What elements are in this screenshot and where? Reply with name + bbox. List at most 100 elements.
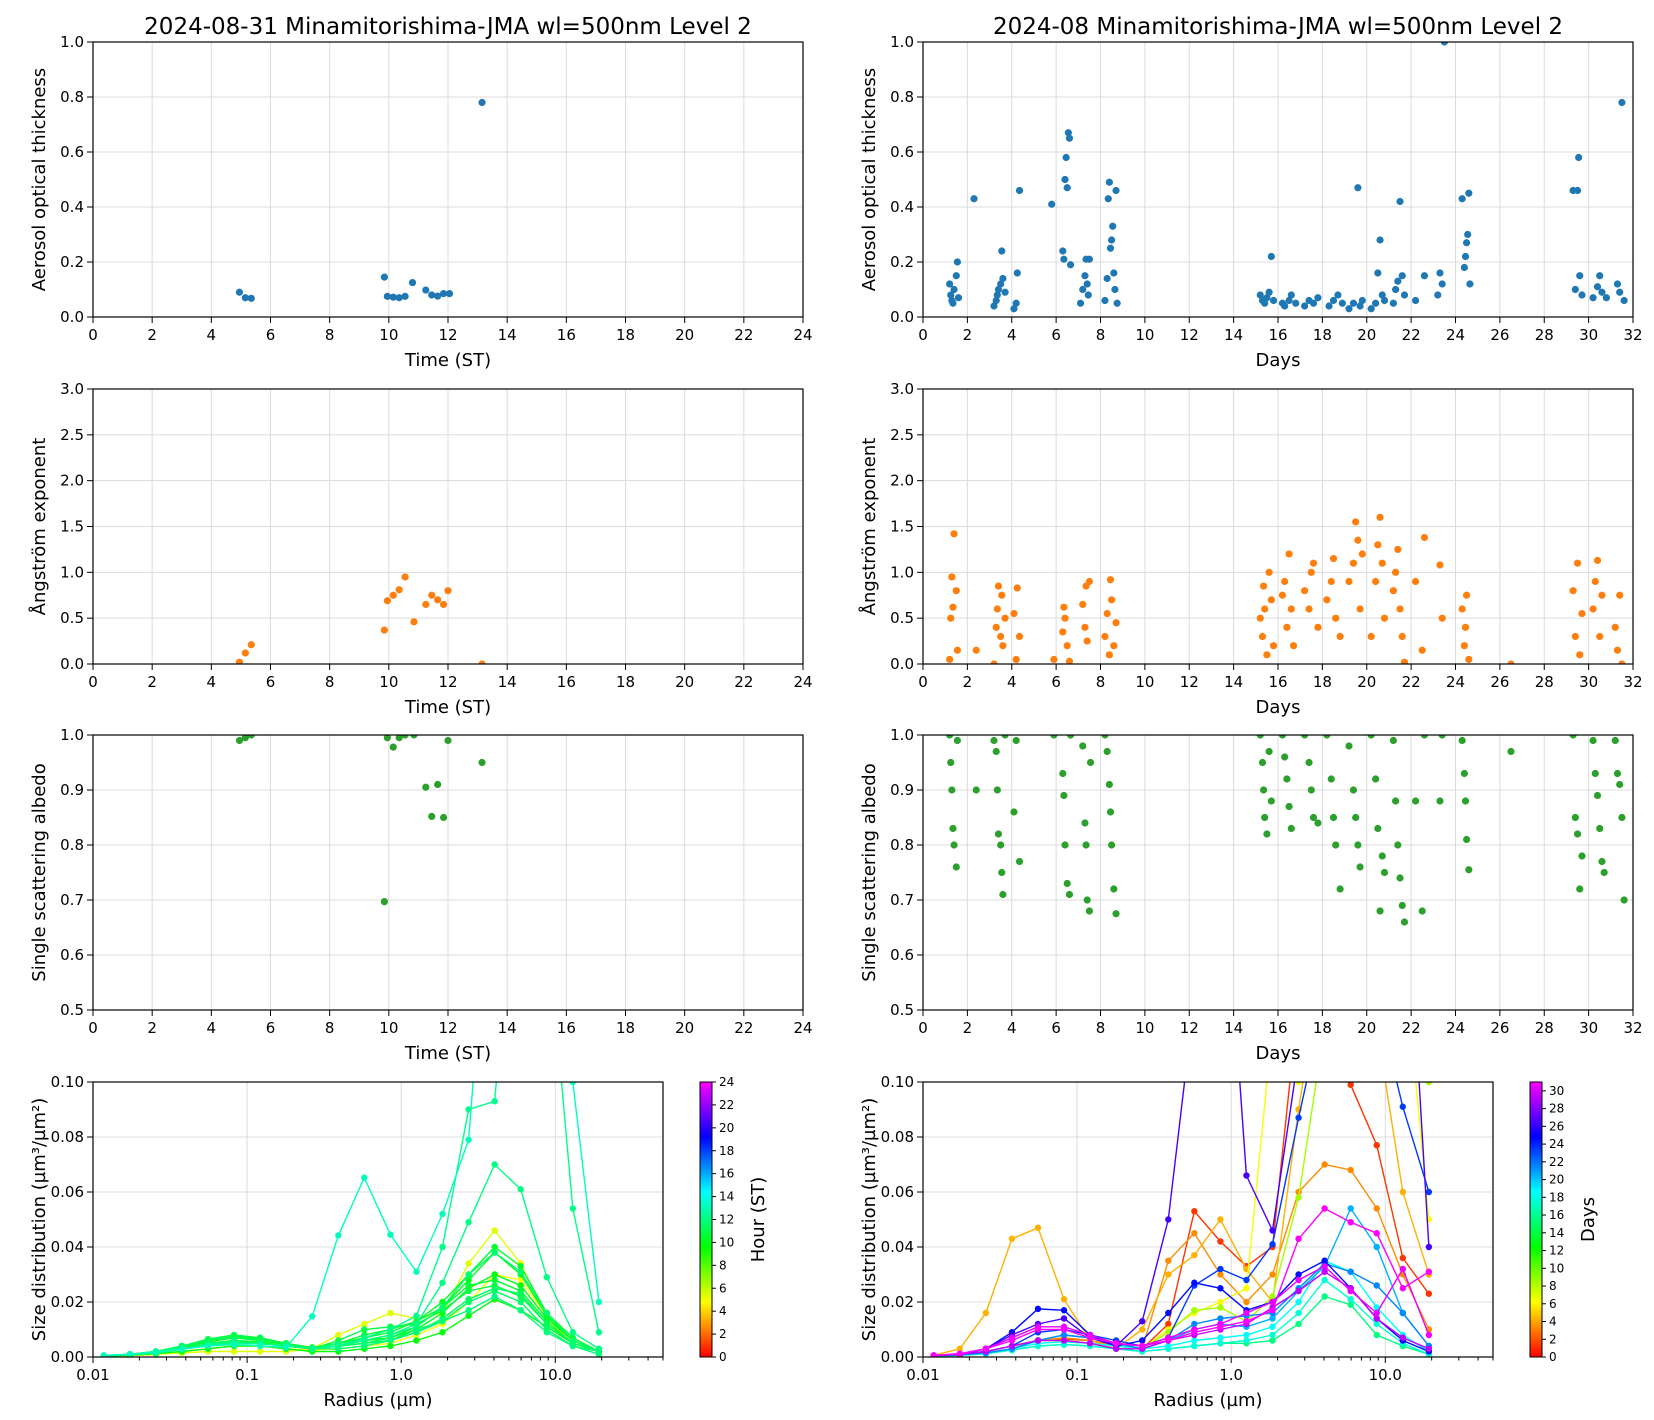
- series-marker: [1347, 1219, 1354, 1226]
- data-point: [1061, 614, 1069, 622]
- data-point: [947, 614, 955, 622]
- y-tick-label: 0.6: [890, 946, 914, 964]
- series-marker: [1243, 1337, 1250, 1344]
- data-point: [1292, 299, 1300, 307]
- y-tick-label: 0.8: [60, 836, 84, 854]
- series-line: [933, 1082, 1430, 1357]
- data-point: [953, 736, 961, 745]
- series-marker: [517, 804, 523, 810]
- series-marker: [1034, 1326, 1042, 1333]
- data-point: [946, 655, 954, 664]
- colorbar-tick-label: 6: [1549, 1297, 1557, 1311]
- data-point: [1400, 291, 1409, 299]
- data-point: [1010, 305, 1018, 313]
- y-axis-label: Single scattering albedo: [29, 763, 50, 981]
- x-tick-label: 18: [616, 326, 635, 344]
- data-point: [1111, 285, 1119, 294]
- data-point: [1461, 252, 1470, 261]
- data-point: [1436, 561, 1444, 569]
- series-marker: [1139, 1342, 1146, 1350]
- data-point: [241, 735, 249, 742]
- series-marker: [543, 1309, 550, 1317]
- data-point: [1314, 294, 1322, 302]
- data-point: [1358, 296, 1366, 305]
- data-point: [1440, 42, 1449, 46]
- x-tick-label: 32: [1623, 673, 1642, 691]
- plot-area: [235, 735, 486, 906]
- series-marker: [1060, 1337, 1068, 1344]
- series-marker: [387, 1331, 394, 1339]
- colorbar-tick-label: 4: [719, 1304, 727, 1318]
- series-marker: [1217, 1271, 1224, 1278]
- data-point: [1086, 758, 1095, 767]
- data-point: [1063, 184, 1071, 192]
- series-marker: [1269, 1337, 1276, 1344]
- series-marker: [1425, 1188, 1433, 1196]
- colorbar-tick-label: 2: [1549, 1332, 1557, 1346]
- data-point: [1578, 291, 1586, 299]
- data-point: [1327, 577, 1335, 586]
- x-tick-label: 1.0: [1219, 1366, 1243, 1384]
- data-point: [992, 623, 1000, 631]
- data-point: [1107, 841, 1116, 849]
- colorbar: [699, 1081, 713, 1358]
- data-point: [1301, 735, 1309, 739]
- series-marker: [595, 1345, 603, 1352]
- data-point: [1354, 184, 1362, 192]
- data-point: [1578, 609, 1586, 618]
- data-point: [1256, 735, 1264, 739]
- x-tick-label: 22: [1402, 1019, 1421, 1037]
- data-point: [1460, 263, 1468, 272]
- data-point: [1289, 642, 1298, 650]
- colorbar-tick-label: 12: [719, 1213, 734, 1227]
- data-point: [1083, 637, 1091, 645]
- data-point: [1576, 651, 1584, 659]
- series-marker: [1243, 1172, 1250, 1179]
- series-marker: [517, 1298, 524, 1306]
- x-tick-label: 24: [793, 326, 812, 344]
- series-marker: [1347, 1205, 1354, 1212]
- data-point: [1061, 841, 1069, 849]
- data-point: [1050, 655, 1058, 664]
- data-point: [1301, 302, 1309, 310]
- x-tick-label: 0: [918, 1019, 928, 1037]
- y-tick-label: 0.10: [51, 1073, 84, 1091]
- grid: [92, 734, 804, 1011]
- data-point: [1103, 747, 1111, 756]
- series-marker: [1425, 1082, 1433, 1086]
- data-point: [1345, 305, 1353, 313]
- series-marker: [491, 1161, 498, 1168]
- data-point: [395, 586, 403, 594]
- series-marker: [256, 1348, 264, 1355]
- x-tick-label: 6: [266, 326, 276, 344]
- x-tick-label: 10.0: [1369, 1366, 1402, 1384]
- x-tick-label: 8: [1096, 673, 1106, 691]
- series-marker: [491, 1276, 498, 1284]
- data-point: [1061, 175, 1069, 184]
- series-marker: [1374, 996, 1380, 1002]
- x-tick-label: 30: [1579, 326, 1598, 344]
- data-point: [1109, 222, 1117, 230]
- data-point: [1084, 291, 1092, 299]
- data-point: [1461, 797, 1470, 805]
- data-point: [1336, 885, 1344, 893]
- colorbar-tick-label: 14: [719, 1190, 734, 1204]
- x-tick-label: 30: [1579, 1019, 1598, 1037]
- y-tick-label: 0.6: [60, 143, 84, 161]
- data-point: [1598, 591, 1606, 599]
- y-tick-label: 0.8: [60, 88, 84, 106]
- x-tick-label: 1.0: [389, 1366, 413, 1384]
- series-marker: [361, 1320, 368, 1328]
- series-marker: [1374, 804, 1380, 810]
- data-point: [428, 812, 436, 821]
- data-point: [1575, 153, 1583, 162]
- colorbar-tick-label: 10: [1549, 1261, 1564, 1275]
- data-point: [478, 758, 486, 767]
- series-marker: [1295, 1114, 1302, 1121]
- series-marker: [1373, 1320, 1380, 1328]
- series-marker: [595, 1298, 603, 1306]
- series-marker: [569, 1342, 576, 1350]
- series-marker: [1217, 1216, 1224, 1223]
- data-point: [997, 632, 1005, 641]
- x-tick-label: 4: [207, 326, 217, 344]
